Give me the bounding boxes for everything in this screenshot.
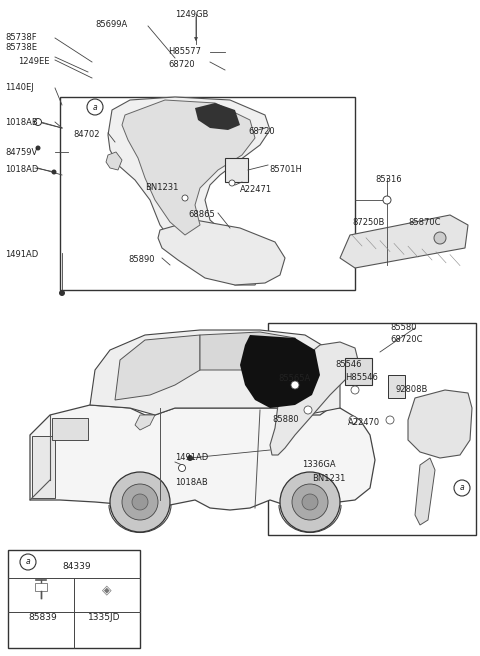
- Text: BN1231: BN1231: [145, 183, 179, 192]
- Polygon shape: [108, 97, 270, 285]
- Text: 68720: 68720: [168, 60, 194, 69]
- Circle shape: [87, 99, 103, 115]
- Bar: [60, 97, 355, 290]
- Text: 1018AD: 1018AD: [5, 165, 38, 174]
- Text: 1249GB: 1249GB: [175, 10, 208, 19]
- Text: 85870C: 85870C: [408, 218, 441, 227]
- Text: A22471: A22471: [240, 185, 272, 194]
- Text: 68865: 68865: [188, 210, 215, 219]
- Text: 85738F: 85738F: [5, 33, 36, 42]
- Bar: [345, 358, 372, 385]
- Text: 1491AD: 1491AD: [5, 250, 38, 259]
- Text: a: a: [26, 558, 30, 567]
- Polygon shape: [270, 342, 358, 455]
- Text: 85890: 85890: [128, 255, 155, 264]
- Circle shape: [179, 464, 185, 472]
- Circle shape: [454, 480, 470, 496]
- Text: ◈: ◈: [102, 583, 112, 596]
- Circle shape: [304, 406, 312, 414]
- Text: 1335JD: 1335JD: [88, 613, 120, 622]
- Circle shape: [122, 484, 158, 520]
- Circle shape: [229, 180, 235, 186]
- Bar: [225, 158, 248, 182]
- Text: a: a: [460, 483, 464, 493]
- Text: 84702: 84702: [73, 130, 99, 139]
- Bar: [8, 550, 140, 648]
- Text: a: a: [93, 102, 97, 112]
- Polygon shape: [200, 332, 305, 370]
- Text: 85839: 85839: [28, 613, 57, 622]
- Text: BN1231: BN1231: [312, 474, 346, 483]
- Circle shape: [36, 146, 40, 150]
- Text: 1336GA: 1336GA: [302, 460, 336, 469]
- Circle shape: [35, 119, 41, 125]
- Text: 85699A: 85699A: [95, 20, 127, 29]
- Circle shape: [302, 494, 318, 510]
- Circle shape: [434, 232, 446, 244]
- Circle shape: [280, 472, 340, 532]
- Polygon shape: [115, 335, 200, 400]
- Text: H85546: H85546: [345, 373, 378, 382]
- Circle shape: [349, 416, 357, 424]
- Polygon shape: [135, 415, 155, 430]
- Text: H85577: H85577: [168, 47, 201, 56]
- Text: 85880: 85880: [272, 415, 299, 424]
- Text: 1249EE: 1249EE: [18, 57, 49, 66]
- Text: 85738E: 85738E: [5, 43, 37, 52]
- Text: 85546: 85546: [335, 360, 361, 369]
- Polygon shape: [106, 152, 122, 170]
- Text: 68720C: 68720C: [390, 335, 422, 344]
- Text: 84759V: 84759V: [5, 148, 37, 157]
- Circle shape: [292, 484, 328, 520]
- Polygon shape: [90, 330, 340, 415]
- Text: 68720: 68720: [248, 127, 275, 136]
- Polygon shape: [30, 405, 375, 510]
- Circle shape: [132, 494, 148, 510]
- Text: 85701H: 85701H: [269, 165, 302, 174]
- Text: 1018AB: 1018AB: [175, 478, 208, 487]
- Circle shape: [351, 386, 359, 394]
- Text: 85316: 85316: [375, 175, 402, 184]
- Polygon shape: [158, 220, 285, 285]
- Polygon shape: [240, 335, 320, 408]
- Circle shape: [59, 290, 65, 296]
- Bar: [268, 323, 476, 535]
- FancyBboxPatch shape: [35, 583, 47, 591]
- Circle shape: [187, 455, 193, 461]
- Circle shape: [386, 416, 394, 424]
- Text: 85580: 85580: [390, 323, 417, 332]
- Text: A22470: A22470: [348, 418, 380, 427]
- Text: 1491AD: 1491AD: [175, 453, 208, 462]
- Circle shape: [51, 169, 57, 174]
- Polygon shape: [408, 390, 472, 458]
- Polygon shape: [195, 103, 240, 130]
- Text: 87250B: 87250B: [352, 218, 384, 227]
- Circle shape: [182, 195, 188, 201]
- Text: 92808B: 92808B: [395, 385, 427, 394]
- Circle shape: [291, 381, 299, 389]
- Text: 85565A: 85565A: [278, 374, 310, 383]
- Bar: [388, 375, 405, 398]
- Text: 1018AB: 1018AB: [5, 118, 38, 127]
- Circle shape: [383, 196, 391, 204]
- Bar: [32, 436, 55, 498]
- Text: 1140EJ: 1140EJ: [5, 83, 34, 92]
- Polygon shape: [122, 100, 255, 235]
- Polygon shape: [340, 215, 468, 268]
- Polygon shape: [415, 458, 435, 525]
- Circle shape: [110, 472, 170, 532]
- Bar: [52, 418, 88, 440]
- Circle shape: [20, 554, 36, 570]
- Text: 84339: 84339: [62, 562, 91, 571]
